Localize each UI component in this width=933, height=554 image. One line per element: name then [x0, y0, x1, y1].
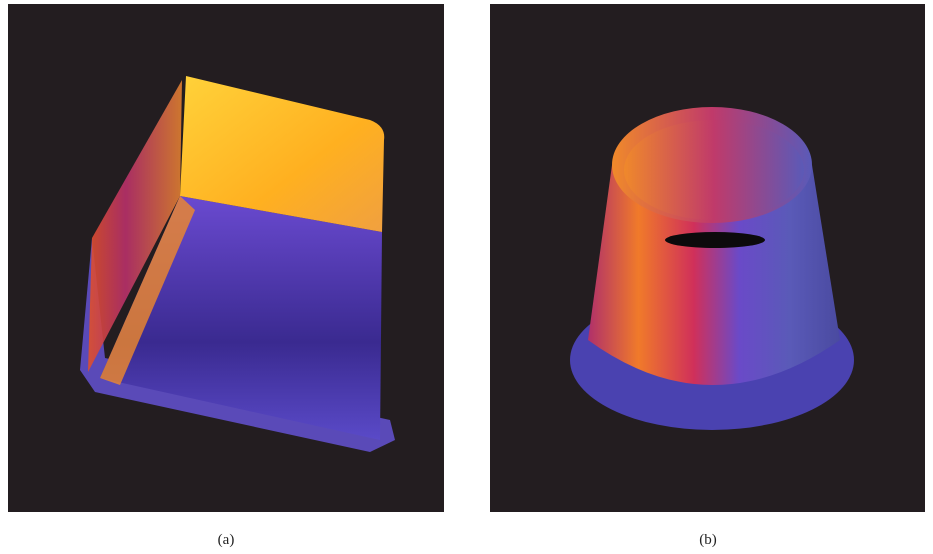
cone-inner: [624, 120, 804, 220]
cone-body: [588, 165, 840, 385]
back-wall: [180, 76, 385, 232]
cone-hole: [665, 232, 765, 248]
left-wall: [88, 80, 182, 372]
panel-b: [490, 4, 925, 512]
caption: (b): [699, 532, 717, 548]
caption: (a): [218, 532, 235, 548]
base-rim: [80, 238, 395, 452]
corner-edge: [100, 196, 195, 385]
panel-a: [8, 4, 444, 512]
